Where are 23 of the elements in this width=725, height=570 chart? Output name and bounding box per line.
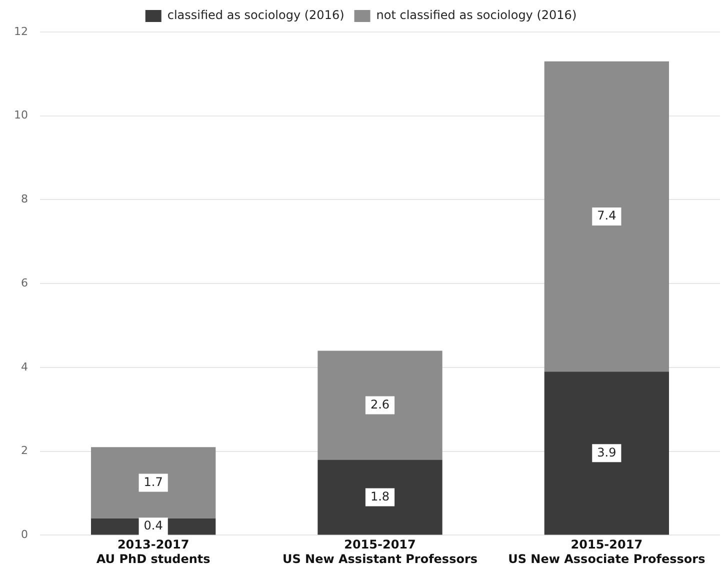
y-tick-label: 2 bbox=[20, 444, 28, 458]
x-tick-label: 2013-2017 AU PhD students bbox=[96, 538, 210, 566]
bar bbox=[318, 350, 442, 460]
y-tick-label: 10 bbox=[14, 108, 28, 122]
data-label: 1.8 bbox=[370, 489, 390, 504]
x-tick-label: 2015-2017 US New Associate Professors bbox=[508, 538, 706, 566]
data-label: 7.4 bbox=[597, 208, 616, 223]
data-label: 3.9 bbox=[597, 445, 616, 460]
bar bbox=[91, 447, 216, 518]
bar bbox=[544, 61, 669, 372]
bar bbox=[318, 460, 442, 535]
x-tick-label: 2015-2017 US New Assistant Professors bbox=[282, 538, 478, 566]
legend-label: classified as sociology (2016) bbox=[167, 8, 344, 22]
bar bbox=[544, 372, 669, 535]
legend-label: not classified as sociology (2016) bbox=[376, 8, 577, 22]
y-tick-label: 0 bbox=[20, 528, 28, 542]
data-label: 1.7 bbox=[144, 474, 163, 489]
data-label: 2.6 bbox=[370, 397, 390, 412]
y-tick-label: 6 bbox=[20, 276, 28, 290]
data-label: 0.4 bbox=[144, 518, 163, 533]
y-tick-label: 8 bbox=[20, 192, 28, 206]
y-tick-label: 4 bbox=[20, 360, 28, 374]
y-tick-label: 12 bbox=[14, 24, 28, 38]
